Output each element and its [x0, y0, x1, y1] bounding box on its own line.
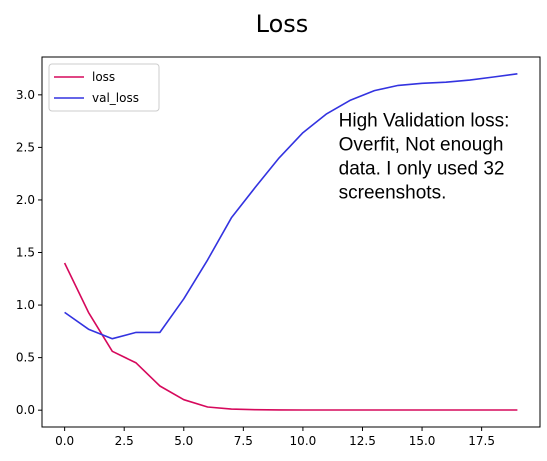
plot-area: [41, 56, 541, 428]
annotation-line: data. I only used 32: [339, 158, 505, 179]
x-tick-label: 10.0: [290, 434, 317, 448]
axes: 0.0 2.5 5.0 7.5 10.0 12.5 15.0 17.5 0.0 0.5 1.0 1.5…: [16, 88, 495, 448]
y-tick-label: 1.5: [16, 246, 35, 260]
y-tick-label: 0.0: [16, 403, 35, 417]
y-tick-label: 1.0: [16, 298, 35, 312]
plot-frame: [41, 56, 541, 428]
annotation: High Validation loss: Overfit, Not enough…: [339, 110, 510, 203]
legend-box: [48, 63, 160, 112]
y-tick-label: 3.0: [16, 88, 35, 102]
x-tick-label: 15.0: [409, 434, 436, 448]
series-line-val_loss: [64, 73, 518, 340]
series-line-loss: [63, 262, 518, 411]
annotation-line: Overfit, Not enough: [339, 134, 504, 155]
x-tick-label: 7.5: [234, 434, 253, 448]
x-tick-label: 12.5: [349, 434, 376, 448]
y-tick-label: 2.5: [16, 140, 35, 154]
chart-title: Loss: [256, 10, 309, 38]
x-tick-label: 2.5: [115, 434, 134, 448]
series-layer: [63, 73, 518, 411]
y-tick-label: 0.5: [16, 351, 35, 365]
legend-label-val_loss: val_loss: [92, 91, 139, 105]
legend: loss val_loss: [48, 63, 160, 112]
y-tick-label: 2.0: [16, 193, 35, 207]
legend-label-loss: loss: [92, 70, 115, 84]
x-tick-label: 0.0: [55, 434, 74, 448]
annotation-line: screenshots.: [339, 182, 447, 203]
x-tick-label: 5.0: [174, 434, 193, 448]
x-tick-label: 17.5: [468, 434, 495, 448]
annotation-line: High Validation loss:: [339, 110, 510, 131]
